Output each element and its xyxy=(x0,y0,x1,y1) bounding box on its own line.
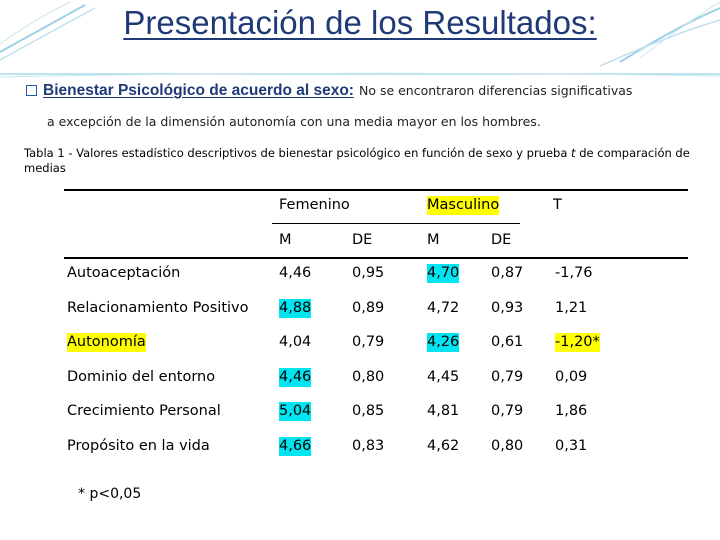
row-label: Propósito en la vida xyxy=(67,438,210,454)
cell-fem-m: 4,04 xyxy=(279,334,312,350)
cell-masc-de: 0,61 xyxy=(491,334,524,350)
cell-fem-m: 4,46 xyxy=(279,368,312,387)
cell-fem-de: 0,85 xyxy=(352,403,385,419)
row-label: Relacionamiento Positivo xyxy=(67,300,249,316)
cell-fem-de: 0,79 xyxy=(352,334,385,350)
table-caption: Tabla 1 - Valores estadístico descriptiv… xyxy=(24,146,690,175)
subheader-m-masculino: M xyxy=(427,232,440,248)
cell-fem-m: 5,04 xyxy=(279,402,312,421)
cell-masc-de: 0,80 xyxy=(491,438,524,454)
row-label: Crecimiento Personal xyxy=(67,403,221,419)
cell-masc-de: 0,79 xyxy=(491,403,524,419)
header-t: T xyxy=(553,197,562,213)
cell-masc-m: 4,81 xyxy=(427,403,460,419)
row-label: Dominio del entorno xyxy=(67,369,216,385)
cell-t: 0,09 xyxy=(555,369,588,385)
cell-t: 0,31 xyxy=(555,438,588,454)
header-decoration xyxy=(0,1,720,78)
bullet-point: Bienestar Psicológico de acuerdo al sexo… xyxy=(26,82,632,100)
subheader-de-femenino: DE xyxy=(352,232,373,248)
subheader-m-femenino: M xyxy=(279,232,292,248)
cell-fem-de: 0,95 xyxy=(352,265,385,281)
subheader-de-masculino: DE xyxy=(491,232,512,248)
table-group-rule xyxy=(272,223,520,224)
cell-masc-de: 0,79 xyxy=(491,369,524,385)
cell-t: 1,86 xyxy=(555,403,588,419)
cell-fem-m: 4,88 xyxy=(279,299,312,318)
cell-masc-m: 4,45 xyxy=(427,369,460,385)
row-label: Autoaceptación xyxy=(67,265,181,281)
bullet-text-continued: a excepción de la dimensión autonomía co… xyxy=(47,114,541,129)
row-label: Autonomía xyxy=(67,333,146,352)
footnote: * p<0,05 xyxy=(78,486,142,502)
cell-fem-de: 0,89 xyxy=(352,300,385,316)
cell-masc-m: 4,70 xyxy=(427,264,460,283)
cell-masc-de: 0,93 xyxy=(491,300,524,316)
header-masculino: Masculino xyxy=(427,196,500,215)
bullet-box-icon xyxy=(26,85,37,96)
table-header-rule xyxy=(64,257,688,259)
cell-fem-m: 4,66 xyxy=(279,437,312,456)
header-femenino: Femenino xyxy=(279,197,350,213)
cell-fem-de: 0,83 xyxy=(352,438,385,454)
bullet-text: No se encontraron diferencias significat… xyxy=(358,83,633,98)
table-top-rule xyxy=(64,189,688,191)
cell-t: -1,20* xyxy=(555,333,600,352)
cell-t: 1,21 xyxy=(555,300,588,316)
bullet-heading: Bienestar Psicológico de acuerdo al sexo… xyxy=(43,82,354,99)
page-title: Presentación de los Resultados: xyxy=(123,4,597,41)
cell-fem-de: 0,80 xyxy=(352,369,385,385)
cell-masc-de: 0,87 xyxy=(491,265,524,281)
cell-t: -1,76 xyxy=(555,265,593,281)
cell-masc-m: 4,72 xyxy=(427,300,460,316)
cell-fem-m: 4,46 xyxy=(279,265,312,281)
cell-masc-m: 4,62 xyxy=(427,438,460,454)
cell-masc-m: 4,26 xyxy=(427,333,460,352)
